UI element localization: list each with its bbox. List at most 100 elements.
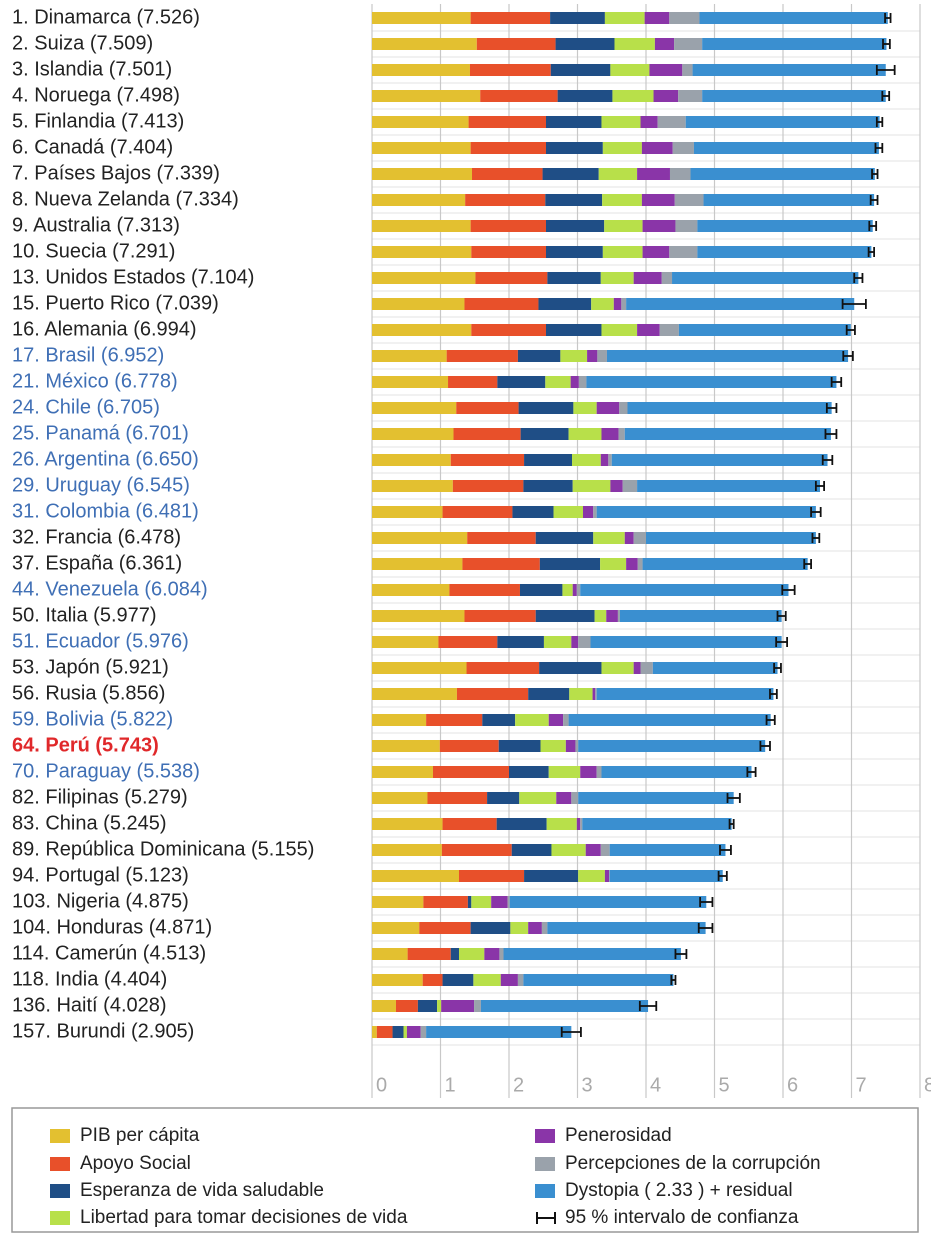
bar-segment <box>540 740 566 752</box>
error-bar <box>775 637 789 647</box>
bar-segment <box>580 818 583 830</box>
x-tick-label: 7 <box>856 1074 867 1096</box>
error-bar <box>871 169 879 179</box>
bar-segment <box>432 766 509 778</box>
bar-segment <box>372 1026 377 1038</box>
error-bar <box>560 1027 582 1037</box>
bar-segment <box>474 1000 481 1012</box>
bar-segment <box>464 610 536 622</box>
bar-segment <box>456 688 529 700</box>
bar-segment <box>512 506 554 518</box>
bar-segment <box>372 1000 396 1012</box>
bar-segment <box>678 324 851 336</box>
bar-segment <box>482 714 516 726</box>
legend-label: Apoyo Social <box>80 1153 191 1174</box>
error-bar <box>868 221 878 231</box>
bar-segment <box>422 974 443 986</box>
bar-segment <box>560 350 588 362</box>
bar-segment <box>372 922 420 934</box>
bar-segment <box>372 480 453 492</box>
error-bar <box>810 507 822 517</box>
bar-segment <box>571 636 579 648</box>
bar-segment <box>448 376 498 388</box>
bar-segment <box>372 350 447 362</box>
bar-segment <box>458 870 525 882</box>
bar-segment <box>580 584 789 596</box>
bar-segment <box>626 558 638 570</box>
category-label: 24. Chile (6.705) <box>12 396 160 418</box>
bar-segment <box>640 662 653 674</box>
bar-segment <box>535 610 595 622</box>
bar-segment <box>678 90 703 102</box>
bar-segment <box>372 506 443 518</box>
bar-segment <box>452 480 524 492</box>
legend-label: Penerosidad <box>565 1125 672 1146</box>
error-bar <box>776 611 787 621</box>
bar-segment <box>642 558 808 570</box>
error-bar <box>728 819 735 829</box>
bar-segment <box>661 272 673 284</box>
error-bar <box>638 1001 658 1011</box>
bar-segment <box>555 38 615 50</box>
error-bar <box>867 247 876 257</box>
bar-segment <box>423 896 468 908</box>
category-label: 70. Paraguay (5.538) <box>12 760 200 782</box>
error-bar <box>881 91 891 101</box>
bar-segment <box>372 714 427 726</box>
bar-segment <box>372 298 465 310</box>
bar-segment <box>515 714 549 726</box>
error-bar <box>699 897 714 907</box>
bar-segment <box>547 922 706 934</box>
bar-segment <box>675 220 698 232</box>
bar-segment <box>517 974 524 986</box>
bar-segment <box>672 272 859 284</box>
bar-segment <box>470 12 551 24</box>
bar-segment <box>372 740 440 752</box>
bar-segment <box>633 272 662 284</box>
bar-segment <box>606 610 618 622</box>
bar-segment <box>450 948 459 960</box>
bar-segment <box>497 376 546 388</box>
bar-segment <box>475 272 548 284</box>
category-label: 103. Nigeria (4.875) <box>12 890 189 912</box>
bar-segment <box>545 376 571 388</box>
category-label: 94. Portugal (5.123) <box>12 864 189 886</box>
bar-segment <box>392 1026 404 1038</box>
bar-segment <box>591 298 614 310</box>
bar-segment <box>659 324 679 336</box>
bar-segment <box>600 844 610 856</box>
bar-segment <box>539 662 602 674</box>
error-bar <box>825 403 838 413</box>
bar-segment <box>617 610 620 622</box>
bar-segment <box>372 116 469 128</box>
error-bar <box>869 195 879 205</box>
error-bar <box>719 845 732 855</box>
bar-segment <box>519 792 557 804</box>
category-label: 16. Alemania (6.994) <box>12 318 197 340</box>
bar-segment <box>612 90 654 102</box>
bar-segment <box>596 506 816 518</box>
bar-segment <box>545 324 602 336</box>
category-label: 21. México (6.778) <box>12 370 178 392</box>
bar-segment <box>372 818 443 830</box>
category-label: 2. Suiza (7.509) <box>12 32 153 54</box>
error-bar <box>821 455 834 465</box>
bar-segment <box>646 532 816 544</box>
error-bar <box>845 325 856 335</box>
bar-segment <box>690 168 875 180</box>
category-label: 3. Islandia (7.501) <box>12 58 172 80</box>
bar-segment <box>573 402 597 414</box>
bar-segment <box>372 870 459 882</box>
bar-segment <box>578 636 591 648</box>
bar-segment <box>569 688 593 700</box>
bar-segment <box>596 402 620 414</box>
bar-segment <box>439 740 499 752</box>
bar-segment <box>546 818 577 830</box>
bar-segment <box>614 38 655 50</box>
category-label: 4. Noruega (7.498) <box>12 84 180 106</box>
bar-segment <box>500 974 518 986</box>
bar-segment <box>545 116 602 128</box>
category-label: 59. Bolivia (5.822) <box>12 708 173 730</box>
bar-segment <box>372 558 463 570</box>
